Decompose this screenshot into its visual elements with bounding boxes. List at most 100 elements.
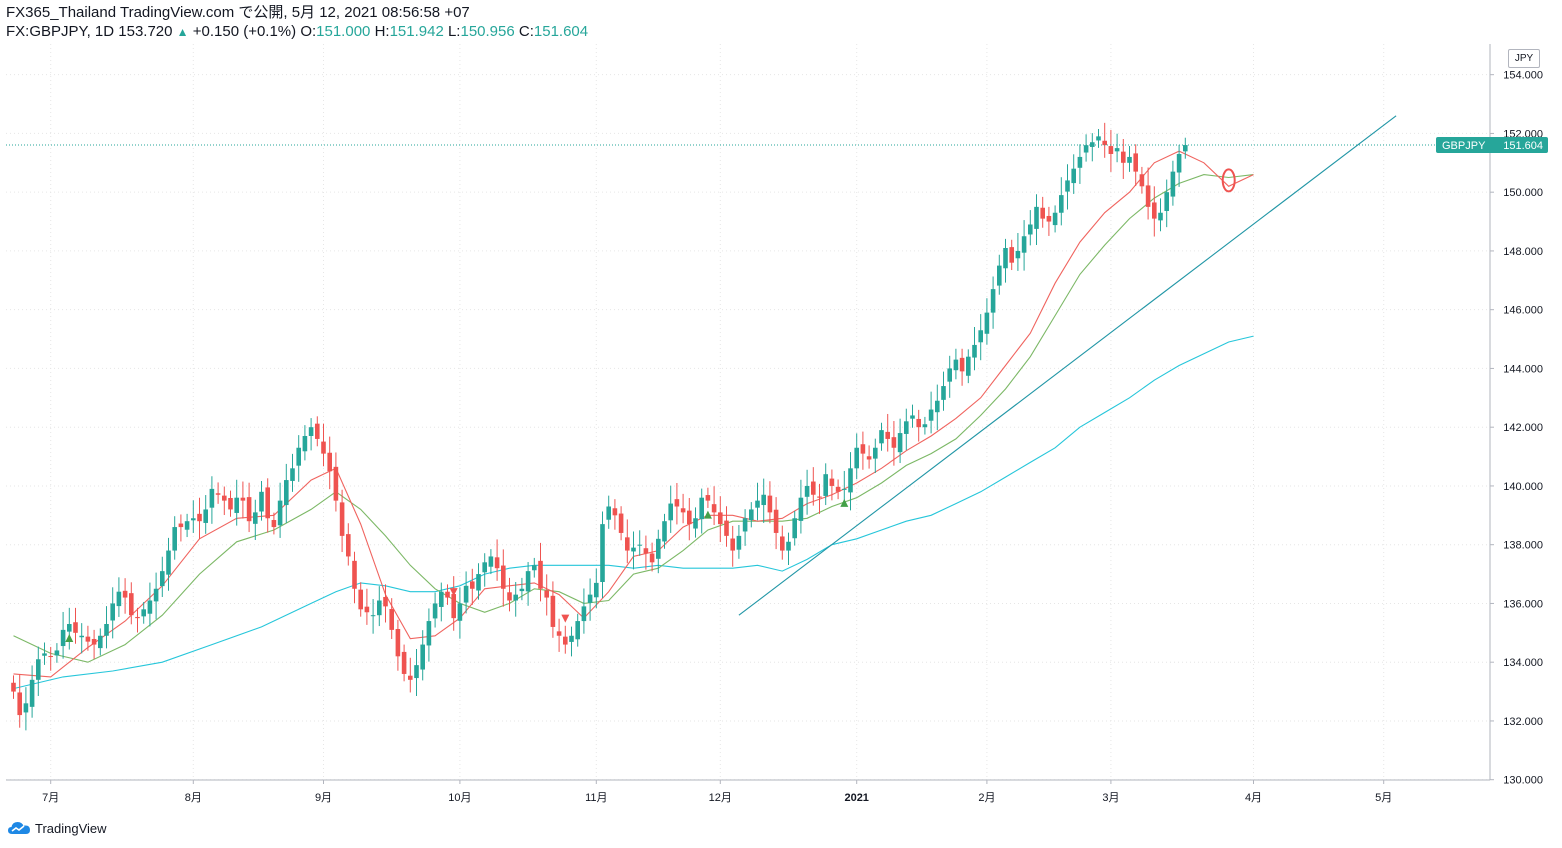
candle[interactable] bbox=[1015, 233, 1021, 271]
candle[interactable] bbox=[724, 506, 729, 547]
candle[interactable] bbox=[197, 497, 202, 540]
candle[interactable] bbox=[333, 452, 339, 512]
candle[interactable] bbox=[141, 601, 146, 624]
candle[interactable] bbox=[972, 327, 977, 371]
candle[interactable] bbox=[104, 606, 109, 649]
candle[interactable] bbox=[829, 469, 835, 501]
candle[interactable] bbox=[1052, 205, 1058, 233]
candle[interactable] bbox=[116, 577, 122, 617]
candle[interactable] bbox=[277, 482, 283, 538]
candle[interactable] bbox=[296, 435, 301, 482]
candle[interactable] bbox=[302, 425, 308, 461]
candle[interactable] bbox=[488, 549, 494, 575]
candle[interactable] bbox=[1133, 144, 1138, 187]
candle[interactable] bbox=[203, 495, 208, 534]
candle[interactable] bbox=[42, 642, 47, 665]
candle[interactable] bbox=[222, 486, 227, 516]
candle[interactable] bbox=[122, 578, 128, 614]
candle[interactable] bbox=[854, 433, 859, 480]
candle[interactable] bbox=[637, 530, 642, 556]
candle[interactable] bbox=[160, 556, 165, 597]
candle[interactable] bbox=[482, 553, 487, 587]
candle[interactable] bbox=[1139, 166, 1145, 194]
candle[interactable] bbox=[711, 486, 717, 526]
candle[interactable] bbox=[1071, 154, 1076, 194]
candle[interactable] bbox=[842, 470, 847, 502]
candle[interactable] bbox=[680, 493, 686, 524]
candle[interactable] bbox=[271, 512, 277, 535]
candle[interactable] bbox=[11, 675, 16, 699]
candle[interactable] bbox=[587, 578, 593, 621]
candle[interactable] bbox=[798, 479, 804, 534]
candle[interactable] bbox=[470, 568, 475, 605]
candle[interactable] bbox=[91, 629, 97, 659]
candle[interactable] bbox=[284, 463, 289, 523]
candle[interactable] bbox=[1183, 137, 1188, 159]
candle[interactable] bbox=[922, 416, 928, 435]
candle[interactable] bbox=[253, 499, 258, 540]
candle[interactable] bbox=[823, 463, 828, 506]
candle[interactable] bbox=[389, 598, 394, 639]
candle[interactable] bbox=[935, 384, 940, 431]
candle[interactable] bbox=[414, 648, 419, 696]
candle[interactable] bbox=[532, 557, 537, 578]
candle[interactable] bbox=[687, 497, 692, 541]
candle[interactable] bbox=[172, 516, 177, 560]
candle[interactable] bbox=[947, 355, 952, 398]
candle[interactable] bbox=[1158, 198, 1163, 232]
candle[interactable] bbox=[1040, 196, 1045, 228]
candle[interactable] bbox=[941, 371, 946, 411]
candle[interactable] bbox=[420, 630, 425, 681]
candle[interactable] bbox=[656, 529, 661, 574]
candle[interactable] bbox=[780, 525, 785, 560]
candle[interactable] bbox=[513, 581, 518, 617]
candle[interactable] bbox=[848, 452, 853, 511]
candle[interactable] bbox=[550, 581, 556, 638]
candle[interactable] bbox=[959, 348, 965, 386]
candle[interactable] bbox=[804, 469, 810, 515]
candle[interactable] bbox=[85, 625, 91, 651]
candle[interactable] bbox=[352, 551, 357, 604]
candle[interactable] bbox=[377, 586, 382, 627]
candle[interactable] bbox=[259, 480, 264, 521]
candle[interactable] bbox=[749, 502, 754, 528]
candle[interactable] bbox=[1046, 206, 1052, 236]
candle[interactable] bbox=[928, 391, 934, 434]
currency-unit-label[interactable]: JPY bbox=[1508, 49, 1540, 68]
candle[interactable] bbox=[426, 608, 432, 662]
candle[interactable] bbox=[538, 542, 543, 602]
candle[interactable] bbox=[432, 592, 438, 628]
candle[interactable] bbox=[265, 478, 270, 533]
candle[interactable] bbox=[786, 532, 791, 565]
candle[interactable] bbox=[600, 511, 605, 599]
candle[interactable] bbox=[761, 478, 766, 523]
candle[interactable] bbox=[234, 479, 239, 526]
candle[interactable] bbox=[1083, 134, 1089, 162]
candle[interactable] bbox=[408, 657, 413, 693]
candle[interactable] bbox=[693, 507, 698, 538]
candle[interactable] bbox=[569, 626, 574, 657]
candle[interactable] bbox=[358, 582, 363, 617]
candle[interactable] bbox=[1059, 177, 1064, 226]
candle[interactable] bbox=[742, 509, 748, 546]
candle[interactable] bbox=[228, 490, 233, 517]
candle[interactable] bbox=[668, 485, 673, 533]
candle[interactable] bbox=[191, 500, 196, 533]
candle[interactable] bbox=[1170, 160, 1176, 206]
candle[interactable] bbox=[897, 418, 903, 464]
candle[interactable] bbox=[643, 535, 649, 570]
candle[interactable] bbox=[618, 506, 624, 541]
candle[interactable] bbox=[36, 646, 41, 696]
candle[interactable] bbox=[990, 276, 996, 329]
candle[interactable] bbox=[1164, 179, 1169, 228]
candle[interactable] bbox=[476, 563, 481, 600]
candle[interactable] bbox=[885, 413, 890, 452]
candle[interactable] bbox=[457, 587, 463, 639]
candle[interactable] bbox=[860, 431, 866, 470]
candle[interactable] bbox=[79, 623, 84, 654]
candle[interactable] bbox=[215, 482, 221, 504]
candle[interactable] bbox=[606, 495, 611, 529]
candle[interactable] bbox=[835, 479, 841, 500]
candle[interactable] bbox=[290, 453, 295, 492]
